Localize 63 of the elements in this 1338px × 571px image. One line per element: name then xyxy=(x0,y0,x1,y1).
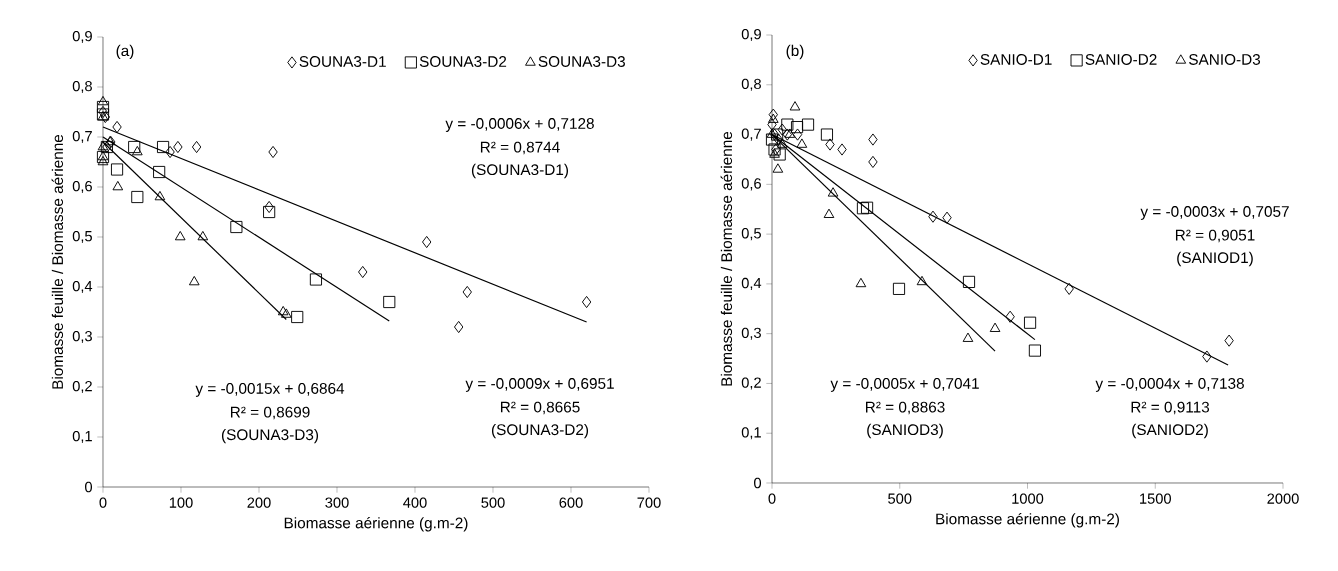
y-tick-label: 0,6 xyxy=(72,180,92,194)
y-tick-label: 0,5 xyxy=(72,230,92,244)
y-tick-label: 0,9 xyxy=(72,30,92,44)
annotation: y = -0,0015x + 0,6864 xyxy=(195,383,345,397)
x-axis-title: Biomasse aérienne (g.m-2) xyxy=(284,516,468,532)
y-tick-label: 0,8 xyxy=(741,78,761,91)
y-tick-label: 0,5 xyxy=(741,228,761,241)
y-tick-label: 0,1 xyxy=(72,430,92,444)
legend-label: SOUNA3-D1 xyxy=(299,56,386,67)
x-tick-label: 1000 xyxy=(1012,493,1044,504)
annotation: (SANIOD3) xyxy=(867,423,943,439)
legend-label: SOUNA3-D3 xyxy=(538,56,625,67)
y-tick-label: 0,8 xyxy=(72,80,92,94)
annotation: R² = 0,8665 xyxy=(501,401,580,415)
annotation: R² = 0,8744 xyxy=(480,141,560,155)
y-tick-label: 0,7 xyxy=(741,128,761,141)
y-axis-title: Biomasse feuille / Biomasse aérienne xyxy=(51,134,64,389)
y-tick-label: 0,1 xyxy=(741,427,761,440)
x-tick-label: 700 xyxy=(637,497,661,508)
annotation: R² = 0,8699 xyxy=(231,406,310,420)
y-tick-label: 0,2 xyxy=(741,377,761,390)
x-tick-label: 100 xyxy=(169,497,193,508)
annotation: y = -0,0009x + 0,6951 xyxy=(465,378,614,392)
legend-label: SANIO-D1 xyxy=(980,54,1052,65)
x-tick-label: 200 xyxy=(247,497,271,508)
annotation: R² = 0,9113 xyxy=(1131,401,1210,415)
x-tick-label: 600 xyxy=(559,497,583,508)
annotation: (SANIOD2) xyxy=(1132,423,1208,439)
annotation: (SOUNA3-D1) xyxy=(471,163,569,179)
x-tick-label: 0 xyxy=(99,497,107,508)
annotation: (a) xyxy=(116,44,134,60)
x-tick-label: 1500 xyxy=(1140,493,1171,504)
y-tick-label: 0,4 xyxy=(741,277,762,290)
annotation: (SOUNA3-D3) xyxy=(221,428,319,444)
legend-label: SOUNA3-D2 xyxy=(419,56,507,67)
x-tick-label: 400 xyxy=(403,497,427,508)
annotation: y = -0,0006x + 0,7128 xyxy=(445,118,594,132)
x-tick-label: 300 xyxy=(325,497,349,508)
legend-label: SANIO-D2 xyxy=(1085,54,1157,65)
annotation: (SOUNA3-D2) xyxy=(491,423,589,439)
legend-label: SANIO-D3 xyxy=(1189,54,1261,65)
annotation: (b) xyxy=(786,44,804,60)
x-tick-label: 500 xyxy=(481,497,505,508)
y-tick-label: 0,9 xyxy=(741,28,761,42)
y-tick-label: 0,4 xyxy=(72,280,93,294)
x-tick-label: 500 xyxy=(888,493,912,504)
y-tick-label: 0 xyxy=(754,477,762,489)
y-tick-label: 0 xyxy=(85,481,93,493)
annotation: R² = 0,9051 xyxy=(1175,229,1255,243)
y-tick-label: 0,2 xyxy=(72,380,92,394)
y-axis-title: Biomasse feuille / Biomasse aérienne xyxy=(720,131,733,386)
y-tick-label: 0,7 xyxy=(72,130,92,144)
y-tick-label: 0,6 xyxy=(741,178,761,191)
annotation: y = -0,0004x + 0,7138 xyxy=(1095,378,1244,392)
x-tick-label: 2000 xyxy=(1267,493,1299,504)
x-axis-title: Biomasse aérienne (g.m-2) xyxy=(936,512,1119,528)
annotation: y = -0,0005x + 0,7041 xyxy=(830,378,979,392)
annotation: R² = 0,8863 xyxy=(866,401,945,415)
x-tick-label: 0 xyxy=(768,493,776,504)
y-tick-label: 0,3 xyxy=(741,327,761,340)
y-tick-label: 0,3 xyxy=(72,330,92,344)
annotation: (SANIOD1) xyxy=(1177,251,1253,267)
annotation: y = -0,0003x + 0,7057 xyxy=(1140,206,1289,220)
